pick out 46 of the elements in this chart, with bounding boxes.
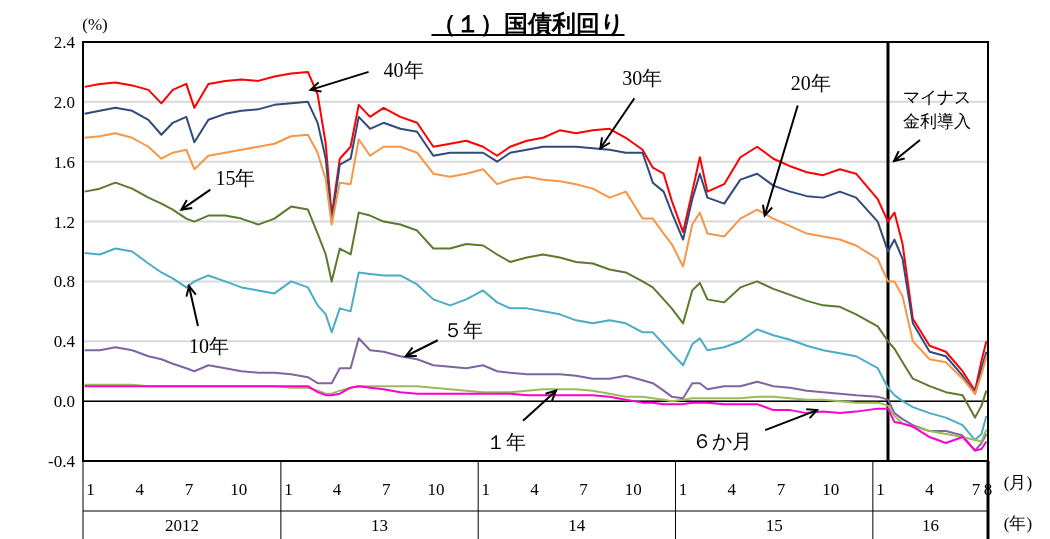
annotation: 10年 — [188, 334, 229, 357]
annotation: 15年 — [215, 166, 256, 189]
text: (年) — [1003, 514, 1033, 533]
x-tick-label: 1 — [86, 480, 95, 500]
annotation: ５年 — [442, 319, 483, 342]
x-tick-label: 4 — [925, 480, 935, 500]
x-tick-label: 10 — [427, 480, 445, 500]
ref-line-label: マイナス金利導入 — [902, 87, 972, 133]
text: 13 — [371, 516, 389, 535]
x-tick-label: 10 — [230, 480, 248, 500]
x-tick-label: 1 — [481, 480, 491, 500]
y-tick-label: 0.4 — [53, 332, 76, 352]
y-tick-label: 0.8 — [53, 272, 75, 292]
x-tick-label: 7 — [776, 480, 786, 500]
y-tick-label: 1.2 — [53, 212, 75, 232]
x-tick-label: 1 — [876, 480, 885, 500]
line-series — [83, 385, 988, 452]
x-tick-label: 7 — [579, 480, 589, 500]
annotation: 40年 — [383, 58, 424, 81]
x-tick-label: 10 — [624, 480, 642, 500]
x-axis-title: (月) — [1003, 473, 1033, 492]
y-tick-label: -0.4 — [48, 452, 76, 472]
text: 15 — [765, 516, 783, 535]
x-tick-label: 4 — [332, 480, 342, 500]
chart-title: （１）国債利回り — [431, 11, 625, 37]
text: 16 — [921, 516, 939, 535]
y-tick-label: 1.6 — [53, 152, 75, 172]
annotation: ６か月 — [692, 430, 753, 453]
x-tick-label: 1 — [284, 480, 293, 500]
x-tick-label: 7 — [184, 480, 194, 500]
annotation: １年 — [486, 430, 527, 453]
x-tick-label: 7 — [382, 480, 392, 500]
y-tick-label: 2.4 — [53, 33, 76, 53]
x-tick-label: 1 — [678, 480, 688, 500]
y-tick-label: 0.0 — [53, 392, 75, 412]
y-tick-label: 2.0 — [53, 92, 75, 112]
x-tick-label: 10 — [822, 480, 840, 500]
annotation: 30年 — [622, 67, 663, 90]
text: 14 — [568, 516, 586, 535]
x-tick-label: 4 — [530, 480, 540, 500]
text: 2012 — [164, 516, 199, 535]
annotation: 20年 — [790, 71, 831, 94]
x-tick-label: 4 — [135, 480, 145, 500]
x-tick-label: 7 — [971, 480, 981, 500]
y-axis-title: (%) — [82, 15, 108, 34]
x-tick-label: 4 — [727, 480, 737, 500]
